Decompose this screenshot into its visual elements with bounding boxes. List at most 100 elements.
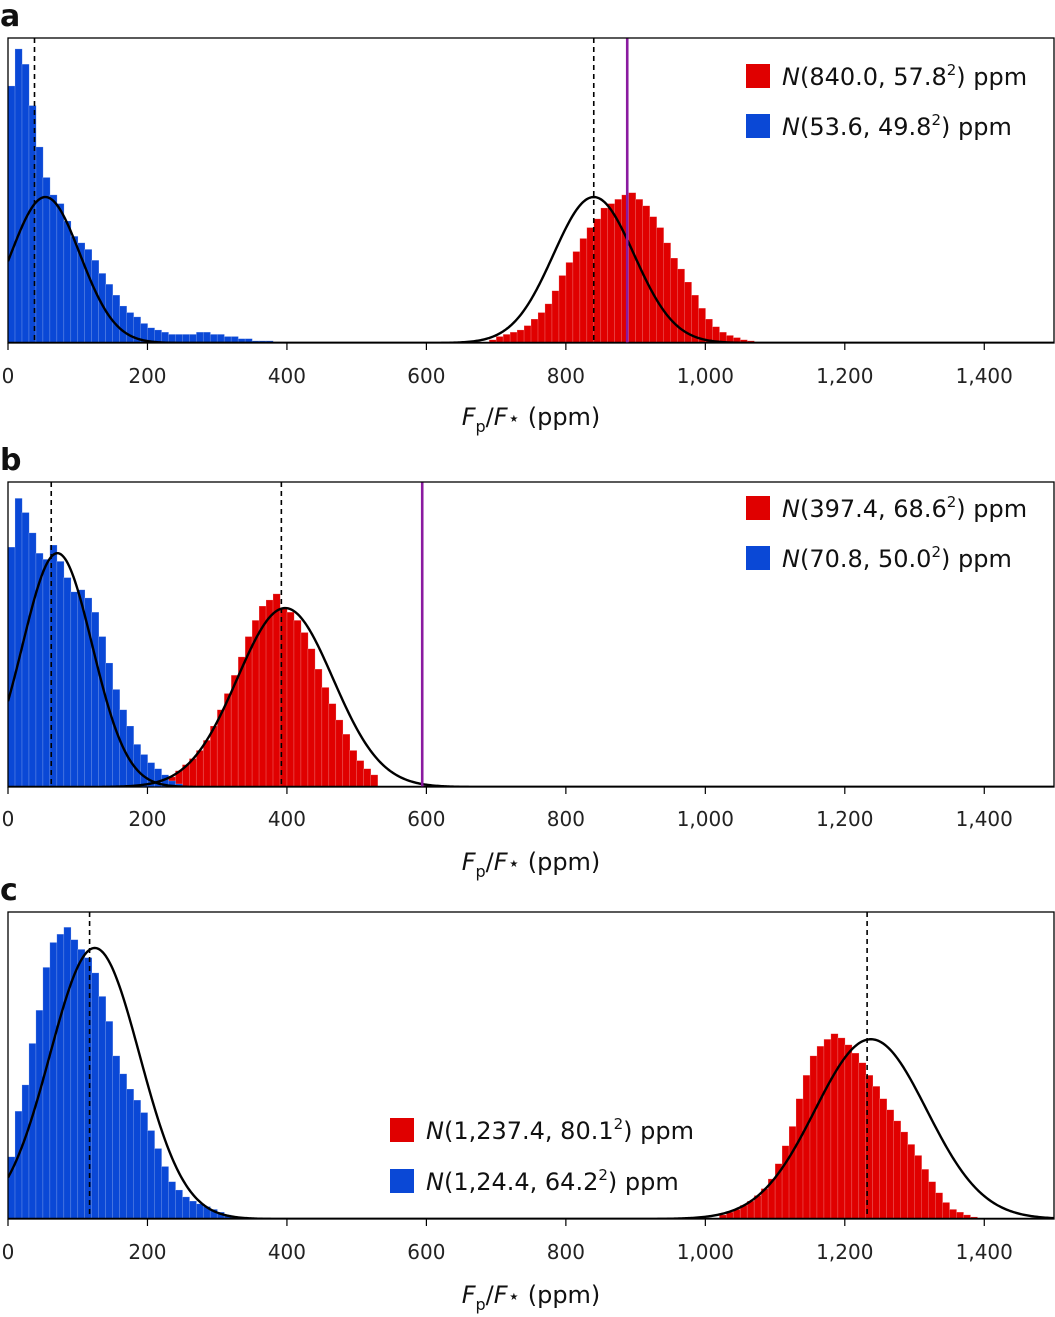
x-tick-label: 1,400 — [956, 364, 1013, 388]
panel-b: b 0 200 400 600 800 1,000 1,200 1,400 Fp/F⋆ (ppm)… — [0, 443, 1055, 881]
histogram-bar — [935, 1192, 944, 1219]
histogram-bar — [830, 1033, 839, 1219]
histogram-bar — [858, 1062, 867, 1219]
x-tick-label: 1,000 — [677, 1240, 734, 1264]
histogram-bar — [126, 312, 135, 343]
histogram-bar — [509, 331, 518, 343]
plot-frame — [7, 37, 1055, 344]
histogram-bar — [105, 1020, 114, 1219]
histogram-bar — [307, 648, 316, 787]
histogram-bar — [572, 251, 581, 343]
histogram-bar — [189, 333, 197, 343]
histogram-bar — [356, 760, 365, 787]
fit-curve-red — [8, 1038, 1054, 1219]
histogram-bar — [265, 599, 274, 787]
histogram-bar — [300, 632, 309, 787]
histogram-bar — [886, 1109, 895, 1219]
histogram-bar — [140, 1112, 149, 1219]
x-tick-label: 1,400 — [956, 1240, 1013, 1264]
legend-entry: N(1,237.4, 80.12) ppm — [426, 1115, 694, 1145]
x-tick-label: 1,200 — [816, 807, 873, 831]
x-tick-label: 1,400 — [956, 807, 1013, 831]
legend-swatch — [746, 114, 770, 138]
histogram-bar — [42, 558, 51, 787]
histogram-bar — [530, 318, 539, 343]
histogram-bar — [126, 1088, 135, 1219]
x-axis-label: Fp/F⋆ (ppm) — [462, 848, 601, 881]
panel-letter: c — [0, 873, 18, 908]
histogram-bar — [119, 1073, 128, 1219]
histogram-bar — [670, 257, 679, 343]
x-tick-label: 1,000 — [677, 807, 734, 831]
histogram-bar — [607, 203, 616, 343]
histogram-bar — [56, 203, 65, 343]
histogram-bar — [91, 611, 100, 787]
histogram-bar — [28, 532, 37, 787]
histogram-bar — [949, 1209, 957, 1219]
x-tick-label: 1,000 — [677, 364, 734, 388]
histogram-bar — [161, 1166, 169, 1219]
x-tick-label: 1,200 — [816, 364, 873, 388]
histogram-bar — [175, 1189, 183, 1219]
histogram-bar — [98, 636, 107, 787]
histogram-red — [718, 1033, 978, 1219]
x-tick-label: 400 — [268, 1240, 306, 1264]
legend-entry: N(53.6, 49.82) ppm — [782, 111, 1012, 141]
panel-c: c 0 200 400 600 800 1,000 1,200 1,400 Fp/F⋆ (ppm)… — [0, 873, 1055, 1314]
histogram-bar — [84, 249, 93, 343]
histogram-bar — [168, 1181, 176, 1219]
histogram-bar — [565, 262, 574, 343]
histogram-bar — [209, 333, 218, 343]
histogram-bar — [147, 1130, 156, 1219]
histogram-bar — [537, 312, 546, 343]
histogram-bar — [112, 1055, 121, 1219]
histogram-bar — [105, 662, 114, 787]
histogram-bar — [189, 1200, 197, 1219]
x-tick-label: 0 — [2, 1240, 15, 1264]
histogram-bar — [342, 733, 351, 787]
fit-curve-red — [8, 195, 1054, 343]
x-tick-label: 800 — [547, 1240, 585, 1264]
histogram-bar — [844, 1044, 853, 1219]
histogram-bar — [56, 933, 65, 1219]
histogram-red — [168, 593, 379, 787]
histogram-bar — [928, 1181, 937, 1219]
histogram-bar — [579, 238, 588, 343]
histogram-bar — [91, 972, 100, 1219]
histogram-bar — [551, 290, 560, 343]
histogram-bar — [649, 216, 658, 343]
histogram-bar — [8, 85, 16, 343]
histogram-bar — [823, 1038, 832, 1219]
legend-swatch — [746, 546, 770, 570]
histogram-bar — [195, 750, 204, 787]
histogram-bar — [628, 192, 637, 343]
histogram-bar — [349, 750, 358, 787]
histogram-bar — [63, 577, 72, 787]
x-tick-label: 400 — [268, 807, 306, 831]
histogram-bar — [209, 725, 218, 787]
histogram-bar — [14, 1110, 23, 1219]
histogram-bar — [77, 589, 86, 787]
histogram-bar — [119, 305, 128, 343]
histogram-bar — [502, 333, 511, 343]
histogram-bar — [35, 1009, 44, 1219]
histogram-bar — [14, 497, 23, 787]
histogram-bar — [816, 1045, 825, 1219]
x-tick-label: 600 — [407, 807, 445, 831]
x-axis-label: Fp/F⋆ (ppm) — [462, 403, 601, 436]
histogram-bar — [321, 687, 330, 787]
legend-swatch — [390, 1169, 414, 1193]
histogram-bar — [98, 996, 107, 1219]
histogram-bar — [8, 546, 16, 787]
histogram-bar — [907, 1144, 916, 1219]
histogram-bar — [656, 227, 665, 343]
x-tick-label: 0 — [2, 364, 15, 388]
histogram-bar — [21, 63, 30, 343]
histogram-bar — [49, 194, 58, 343]
histogram-blue — [8, 497, 183, 787]
x-tick-label: 600 — [407, 1240, 445, 1264]
histogram-bar — [140, 754, 149, 787]
histogram-bar — [35, 146, 44, 343]
histogram-bar — [42, 967, 51, 1219]
histogram-bar — [293, 619, 302, 787]
